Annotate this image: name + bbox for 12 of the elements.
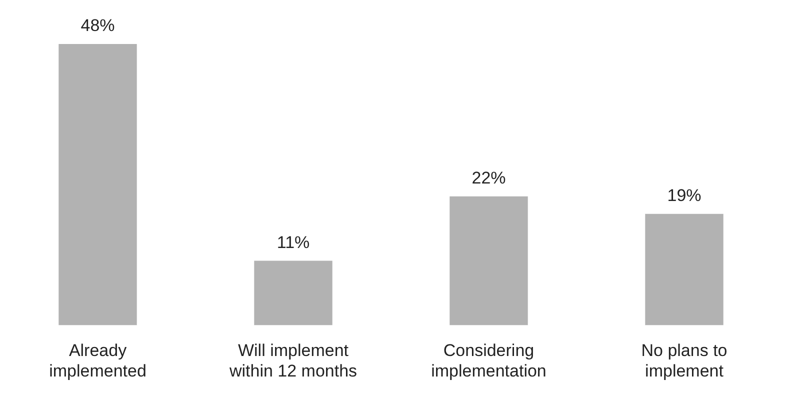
x-tick-label: Considering implementation xyxy=(431,341,546,380)
bar xyxy=(450,196,528,326)
x-tick-label: No plans to implement xyxy=(641,341,728,380)
x-tick-label: Will implement within 12 months xyxy=(228,341,358,380)
x-tick-label: Already implemented xyxy=(49,341,146,380)
data-label: 22% xyxy=(472,168,506,188)
bar xyxy=(58,44,137,326)
bar xyxy=(645,214,724,326)
bar xyxy=(254,260,332,326)
data-label: 11% xyxy=(276,232,310,252)
data-label: 48% xyxy=(80,16,115,36)
data-label: 19% xyxy=(667,186,702,206)
